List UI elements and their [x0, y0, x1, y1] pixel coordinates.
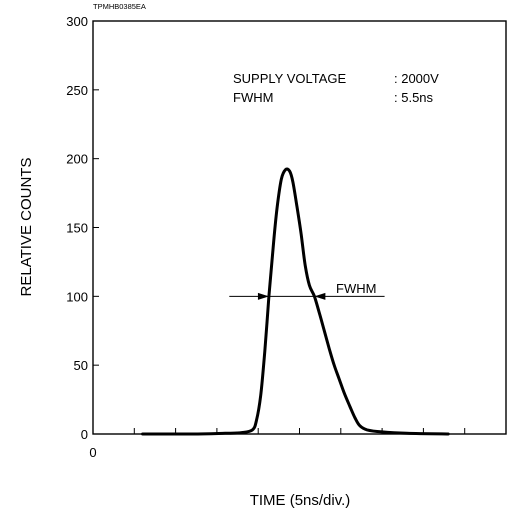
- fwhm-label: FWHM: [233, 90, 273, 105]
- fwhm-marker-label: FWHM: [336, 281, 376, 296]
- y-axis-ticks: 0 50 100 150 200 250 300: [66, 14, 99, 442]
- figure-code: TPMHB0385EA: [93, 2, 146, 11]
- y-tick-label: 50: [74, 358, 88, 373]
- supply-voltage-value: : 2000V: [394, 71, 439, 86]
- fwhm-arrow-left: [257, 292, 269, 300]
- y-tick-label: 150: [66, 221, 88, 236]
- y-axis-label: RELATIVE COUNTS: [18, 158, 35, 297]
- fwhm-marker: FWHM: [229, 281, 385, 300]
- y-tick-label: 200: [66, 152, 88, 167]
- y-tick-label: 300: [66, 14, 88, 29]
- x-axis-label: TIME (5ns/div.): [250, 492, 351, 509]
- fwhm-arrow-right: [314, 292, 326, 300]
- fwhm-value: : 5.5ns: [394, 90, 434, 105]
- pulse-curve: [141, 167, 450, 436]
- x-origin-label: 0: [89, 445, 96, 460]
- y-tick-label: 100: [66, 289, 88, 304]
- y-tick-label: 0: [81, 427, 88, 442]
- supply-voltage-label: SUPPLY VOLTAGE: [233, 71, 347, 86]
- y-tick-label: 250: [66, 83, 88, 98]
